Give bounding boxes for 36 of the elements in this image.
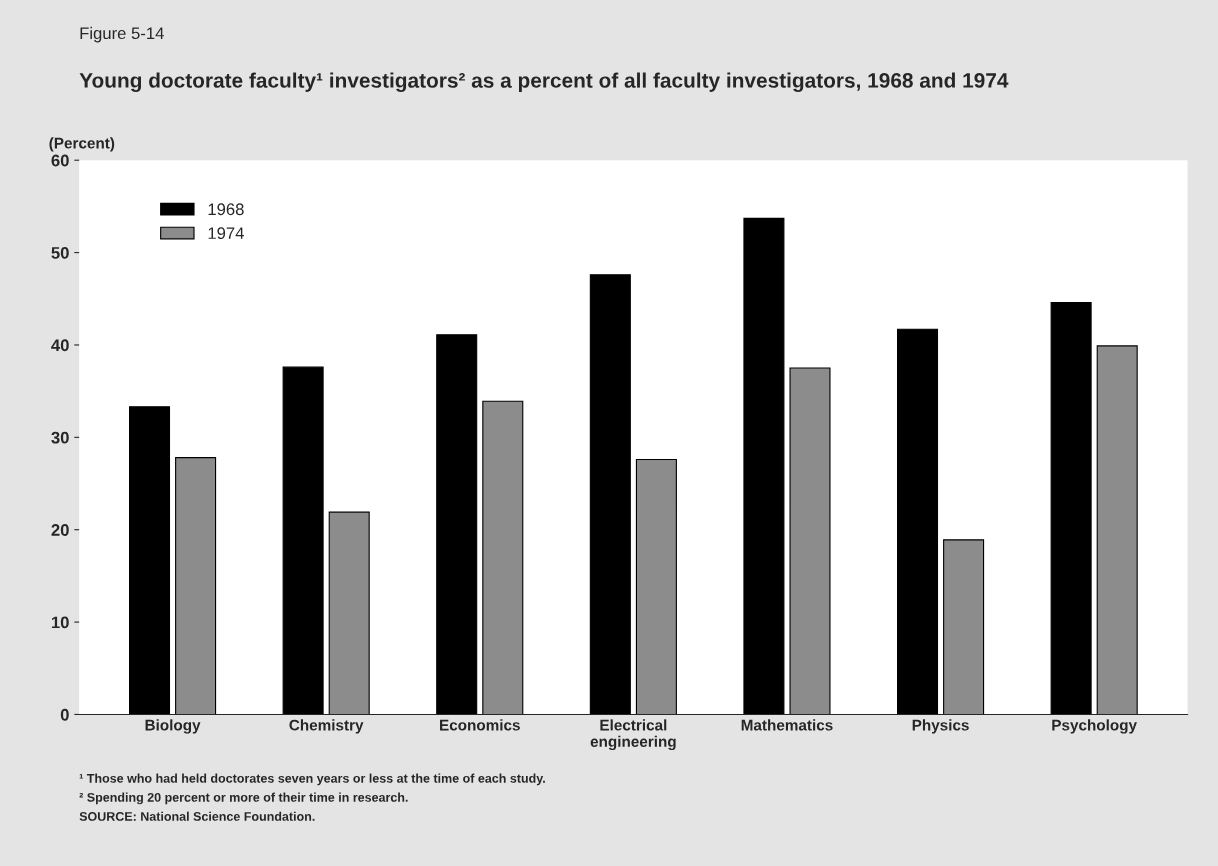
y-tick-label: 50 xyxy=(51,246,69,259)
x-tick-label: Economics xyxy=(440,719,520,731)
bar xyxy=(589,274,631,715)
bar xyxy=(896,328,939,715)
y-tick-label: 20 xyxy=(51,524,69,536)
y-tick-label: 0 xyxy=(60,708,69,721)
bar xyxy=(175,457,217,715)
text: ² Spending 20 percent or more of their time in research. xyxy=(79,792,408,805)
x-tick-label: Physics xyxy=(912,719,969,734)
y-tick-label: 40 xyxy=(51,339,69,352)
bar xyxy=(743,217,785,715)
y-tick-label: 10 xyxy=(51,616,69,629)
bar xyxy=(482,400,524,715)
bar xyxy=(128,406,171,715)
y-axis-title: (Percent) xyxy=(49,137,115,152)
bar xyxy=(1096,345,1138,715)
x-tick-label: Mathematics xyxy=(741,719,833,731)
legend-label: 1968 xyxy=(208,203,244,216)
bar xyxy=(436,334,478,715)
caption: Figure 5-14 xyxy=(80,26,164,43)
bar xyxy=(789,367,831,715)
x-tick-label: Chemistry xyxy=(289,719,364,734)
bar xyxy=(282,366,324,715)
chart-title: Young doctorate faculty¹ investigators² as a percent of all faculty investigators, 1968 and 1974 xyxy=(79,72,1009,93)
y-tick-label: 30 xyxy=(51,431,69,444)
x-tick-label: Biology xyxy=(145,719,201,734)
bar xyxy=(635,458,677,715)
source-note: SOURCE: National Science Foundation. xyxy=(79,811,315,821)
bar xyxy=(943,539,985,715)
y-tick-label: 60 xyxy=(51,154,69,167)
bar xyxy=(328,511,370,715)
legend-label: 1974 xyxy=(208,227,244,240)
text: ¹ Those who had held doctorates seven years or less at the time of each study. xyxy=(79,773,545,786)
x-tick-label: Electrical engineering xyxy=(590,719,676,751)
x-tick-label: Psychology xyxy=(1052,719,1137,734)
bar xyxy=(1050,301,1092,715)
